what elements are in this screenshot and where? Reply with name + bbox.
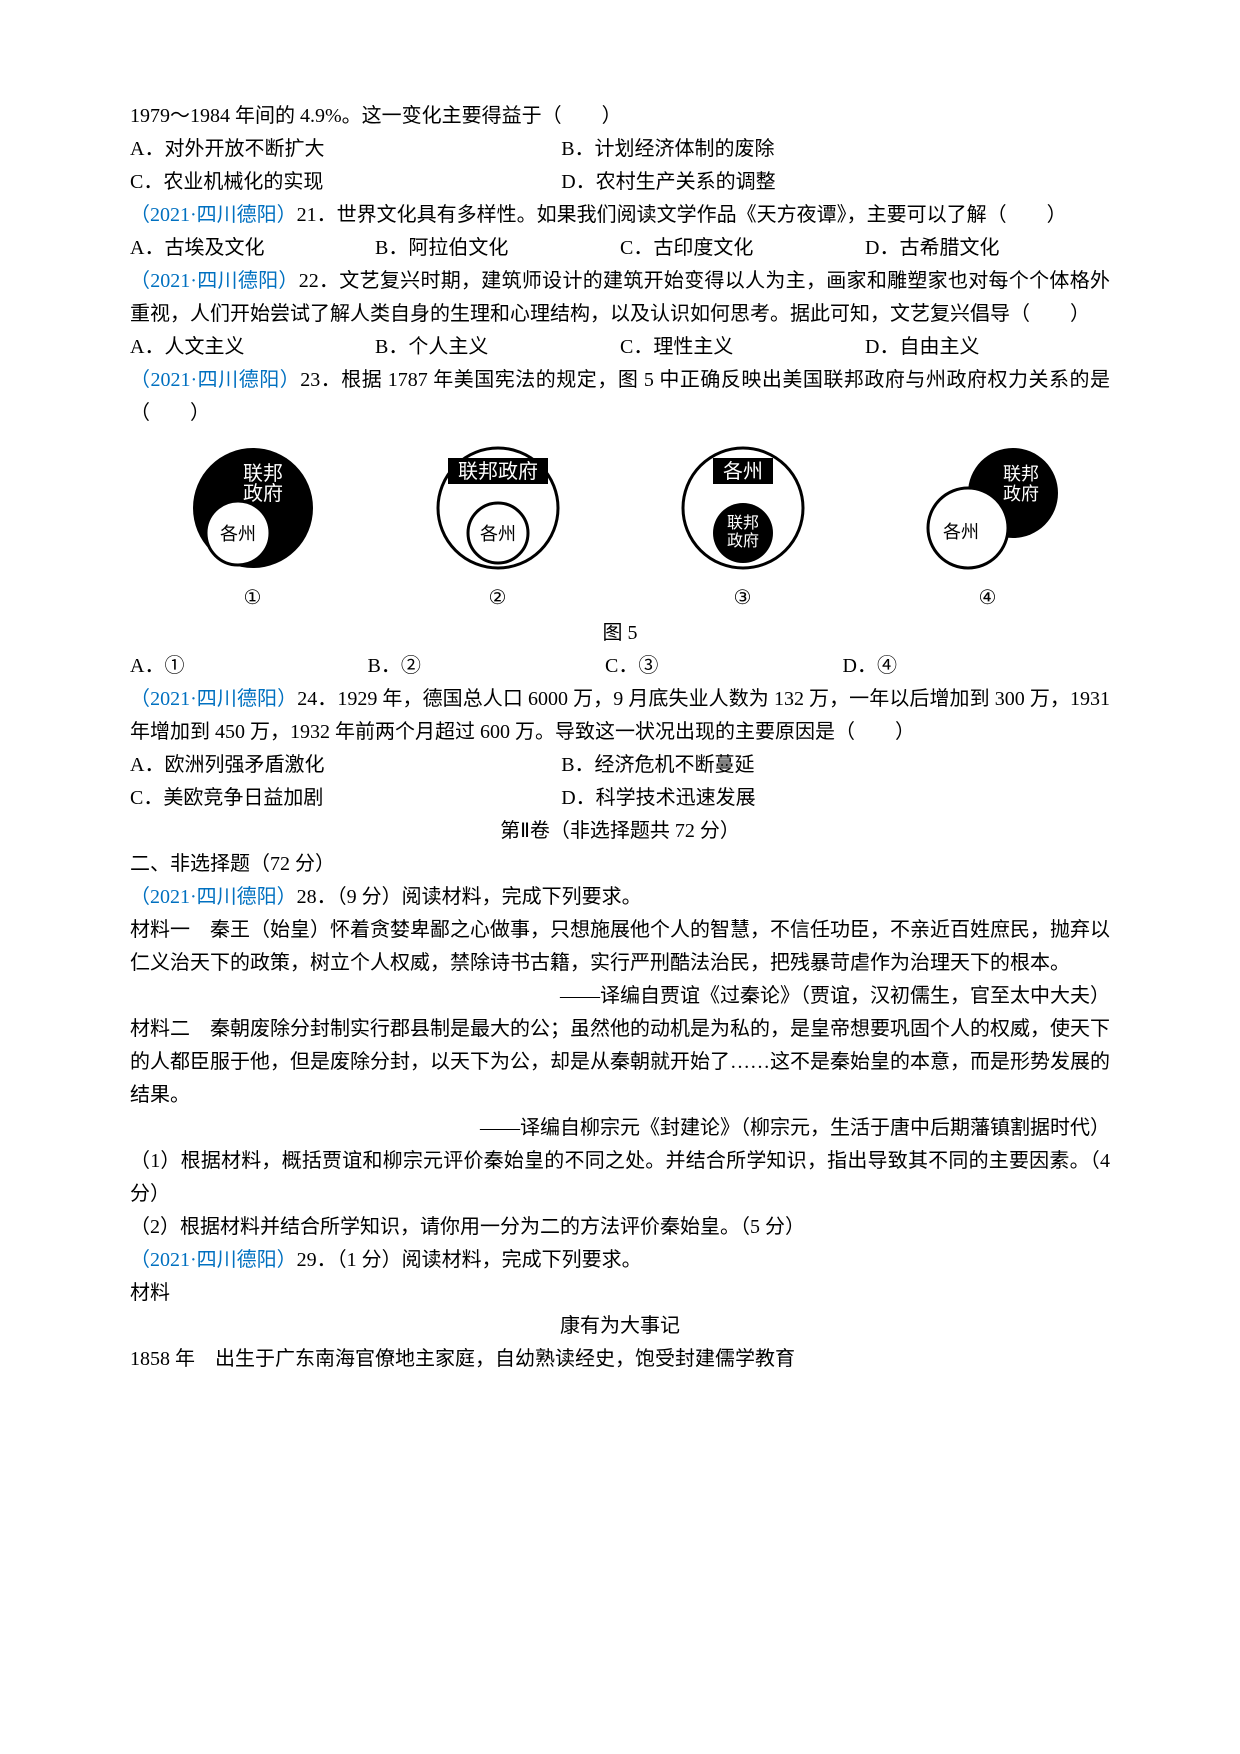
- svg-text:联邦: 联邦: [1003, 464, 1039, 484]
- q21-opt-b: B．阿拉伯文化: [375, 232, 620, 265]
- diagram-1-number: ①: [168, 582, 338, 615]
- q21-opt-d: D．古希腊文化: [865, 232, 1110, 265]
- q22-opt-a: A．人文主义: [130, 331, 375, 364]
- svg-text:联邦政府: 联邦政府: [458, 460, 538, 483]
- q24-options-row1: A．欧洲列强矛盾激化 B．经济危机不断蔓延: [130, 749, 1110, 782]
- q20-opt-d: D．农村生产关系的调整: [561, 166, 1110, 199]
- q24-stem: （2021·四川德阳）24．1929 年，德国总人口 6000 万，9 月底失业…: [130, 683, 1110, 749]
- material-1: 材料一 秦王（始皇）怀着贪婪卑鄙之心做事，只想施展他个人的智慧，不信任功臣，不亲…: [130, 914, 1110, 980]
- q24-opt-c: C．美欧竞争日益加剧: [130, 782, 561, 815]
- q23-opt-a: A．①: [130, 650, 368, 683]
- figure-5-row: 联邦 政府 各州 ① 联邦政府 各州 ②: [130, 438, 1110, 615]
- q21-text: 21．世界文化具有多样性。如果我们阅读文学作品《天方夜谭》，主要可以了解（ ）: [297, 204, 1067, 226]
- q28-sub1: （1）根据材料，概括贾谊和柳宗元评价秦始皇的不同之处。并结合所学知识，指出导致其…: [130, 1145, 1110, 1211]
- section2-header: 二、非选择题（72 分）: [130, 848, 1110, 881]
- svg-text:政府: 政府: [1003, 484, 1039, 504]
- svg-text:联邦: 联邦: [243, 462, 283, 485]
- material-label: 材料: [130, 1277, 1110, 1310]
- svg-text:各州: 各州: [480, 524, 516, 544]
- svg-text:各州: 各州: [220, 524, 256, 544]
- q24-options-row2: C．美欧竞争日益加剧 D．科学技术迅速发展: [130, 782, 1110, 815]
- q23-source: （2021·四川德阳）: [130, 369, 300, 391]
- diagram-4: 联邦 政府 各州 ④: [903, 438, 1073, 615]
- q20-options-row1: A．对外开放不断扩大 B．计划经济体制的废除: [130, 133, 1110, 166]
- diagram-2-number: ②: [413, 582, 583, 615]
- q28-sub2: （2）根据材料并结合所学知识，请你用一分为二的方法评价秦始皇。（5 分）: [130, 1211, 1110, 1244]
- svg-text:联邦: 联邦: [726, 514, 758, 532]
- svg-text:各州: 各州: [723, 460, 763, 483]
- svg-text:各州: 各州: [943, 522, 979, 542]
- page: 1979～1984 年间的 4.9%。这一变化主要得益于（ ） A．对外开放不断…: [0, 0, 1240, 1754]
- diagram-3-number: ③: [658, 582, 828, 615]
- q29-head: （2021·四川德阳）29．（1 分）阅读材料，完成下列要求。: [130, 1244, 1110, 1277]
- q21-opt-c: C．古印度文化: [620, 232, 865, 265]
- q20-opt-b: B．计划经济体制的废除: [561, 133, 1110, 166]
- q24-source: （2021·四川德阳）: [130, 688, 297, 710]
- q23-options: A．① B．② C．③ D．④: [130, 650, 1110, 683]
- chronicle-1858: 1858 年 出生于广东南海官僚地主家庭，自幼熟读经史，饱受封建儒学教育: [130, 1343, 1110, 1376]
- diagram-1: 联邦 政府 各州 ①: [168, 438, 338, 615]
- q23-opt-b: B．②: [368, 650, 606, 683]
- q23-opt-d: D．④: [843, 650, 1081, 683]
- figure-5-caption: 图 5: [130, 617, 1110, 650]
- svg-text:政府: 政府: [243, 482, 283, 505]
- q28-head-text: 28．（9 分）阅读材料，完成下列要求。: [297, 886, 642, 908]
- material-2-source: ——译编自柳宗元《封建论》（柳宗元，生活于唐中后期藩镇割据时代）: [130, 1112, 1110, 1145]
- q21-options: A．古埃及文化 B．阿拉伯文化 C．古印度文化 D．古希腊文化: [130, 232, 1110, 265]
- q22-opt-c: C．理性主义: [620, 331, 865, 364]
- q20-opt-c: C．农业机械化的实现: [130, 166, 561, 199]
- diagram-4-number: ④: [903, 582, 1073, 615]
- material-2: 材料二 秦朝废除分封制实行郡县制是最大的公；虽然他的动机是为私的，是皇帝想要巩固…: [130, 1013, 1110, 1112]
- diagram-2: 联邦政府 各州 ②: [413, 438, 583, 615]
- q20-options-row2: C．农业机械化的实现 D．农村生产关系的调整: [130, 166, 1110, 199]
- q22-options: A．人文主义 B．个人主义 C．理性主义 D．自由主义: [130, 331, 1110, 364]
- q21-stem: （2021·四川德阳）21．世界文化具有多样性。如果我们阅读文学作品《天方夜谭》…: [130, 199, 1110, 232]
- svg-text:政府: 政府: [726, 532, 758, 550]
- q29-head-text: 29．（1 分）阅读材料，完成下列要求。: [297, 1249, 642, 1271]
- part2-header: 第Ⅱ卷（非选择题共 72 分）: [130, 815, 1110, 848]
- material-1-source: ——译编自贾谊《过秦论》（贾谊，汉初儒生，官至太中大夫）: [130, 980, 1110, 1013]
- q28-source: （2021·四川德阳）: [130, 886, 297, 908]
- q21-source: （2021·四川德阳）: [130, 204, 297, 226]
- diagram-3: 各州 联邦 政府 ③: [658, 438, 828, 615]
- q23-opt-c: C．③: [605, 650, 843, 683]
- q23-stem: （2021·四川德阳）23．根据 1787 年美国宪法的规定，图 5 中正确反映…: [130, 364, 1110, 430]
- continuation-line: 1979～1984 年间的 4.9%。这一变化主要得益于（ ）: [130, 100, 1110, 133]
- q24-opt-a: A．欧洲列强矛盾激化: [130, 749, 561, 782]
- q22-opt-d: D．自由主义: [865, 331, 1110, 364]
- q28-head: （2021·四川德阳）28．（9 分）阅读材料，完成下列要求。: [130, 881, 1110, 914]
- q24-opt-b: B．经济危机不断蔓延: [561, 749, 1110, 782]
- q21-opt-a: A．古埃及文化: [130, 232, 375, 265]
- chronicle-title: 康有为大事记: [130, 1310, 1110, 1343]
- q20-opt-a: A．对外开放不断扩大: [130, 133, 561, 166]
- q24-opt-d: D．科学技术迅速发展: [561, 782, 1110, 815]
- q22-opt-b: B．个人主义: [375, 331, 620, 364]
- q29-source: （2021·四川德阳）: [130, 1249, 297, 1271]
- q22-source: （2021·四川德阳）: [130, 270, 299, 292]
- q22-stem: （2021·四川德阳）22．文艺复兴时期，建筑师设计的建筑开始变得以人为主，画家…: [130, 265, 1110, 331]
